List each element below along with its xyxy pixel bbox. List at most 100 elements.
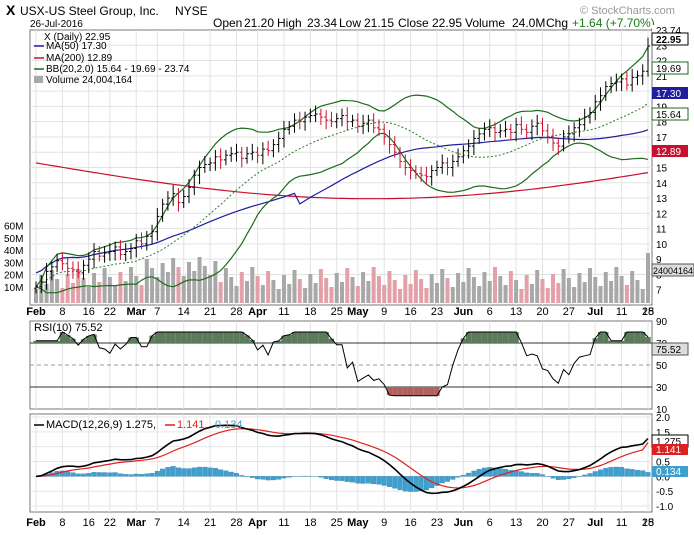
volume-bar xyxy=(487,281,492,303)
price-tick-label: 9 xyxy=(656,255,662,266)
volume-bar xyxy=(260,285,265,303)
ohlc-bar xyxy=(419,166,424,182)
macd-histogram-bar xyxy=(96,472,102,477)
macd-histogram-bar xyxy=(255,476,261,480)
rsi-overbought-fill xyxy=(80,339,87,343)
volume-bar xyxy=(34,289,38,303)
rsi-overbought-fill xyxy=(608,340,614,343)
volume-bar xyxy=(76,269,81,303)
open-value: 21.20 xyxy=(244,16,274,30)
ohlc-bar xyxy=(630,68,635,92)
macd-histogram-bar xyxy=(218,469,224,477)
ohlc-bar xyxy=(577,117,582,137)
x-tick-label-top: Feb xyxy=(26,306,46,318)
macd-histogram-bar xyxy=(70,472,76,477)
volume-tick-label: 40M xyxy=(4,246,23,257)
macd-histogram-bar xyxy=(207,467,213,477)
macd-histogram-bar xyxy=(571,476,577,478)
rsi-overbought-fill xyxy=(281,335,287,343)
ohlc-bar xyxy=(519,116,524,135)
rsi-overbought-fill xyxy=(159,332,166,343)
macd-histogram-bar xyxy=(360,476,366,484)
ohlc-bar xyxy=(171,185,176,206)
x-tick-label-top: 28 xyxy=(230,306,242,318)
volume-bar xyxy=(97,282,102,303)
macd-histogram-bar xyxy=(582,474,588,477)
ohlc-bar xyxy=(598,87,603,111)
rsi-overbought-fill xyxy=(297,332,303,343)
rsi-overbought-fill xyxy=(618,340,625,343)
macd-histogram-bar xyxy=(133,473,139,477)
volume-bar xyxy=(398,289,403,303)
ohlc-bar xyxy=(65,258,70,277)
rsi-overbought-fill xyxy=(186,332,192,343)
ohlc-bar xyxy=(514,117,519,142)
x-tick-label-top: 11 xyxy=(278,306,289,318)
volume-bar xyxy=(308,274,313,303)
ohlc-bar xyxy=(192,169,197,196)
rsi-overbought-fill xyxy=(465,332,472,343)
ohlc-bar xyxy=(97,246,102,262)
x-tick-label-top: Mar xyxy=(126,306,146,318)
ohlc-bar xyxy=(308,108,313,123)
badge-signal: 1.141 xyxy=(652,444,688,456)
ohlc-bar xyxy=(208,157,213,172)
rsi-overbought-fill xyxy=(323,332,329,343)
ohlc-bar xyxy=(566,125,571,144)
macd-histogram-bar xyxy=(249,476,255,478)
badge-ma200: 12.89 xyxy=(652,145,688,158)
macd-histogram-bar xyxy=(165,467,171,477)
x-tick-label: 14 xyxy=(178,517,190,529)
macd-histogram-bar xyxy=(371,476,377,485)
volume-bar xyxy=(60,288,65,303)
ohlc-bar xyxy=(165,191,170,211)
ohlc-bar xyxy=(551,128,556,151)
rsi-overbought-fill xyxy=(149,335,155,343)
volume-bar xyxy=(239,272,244,303)
x-tick-label-top: 16 xyxy=(404,306,416,318)
macd-histogram-bar xyxy=(160,468,166,477)
volume-bar xyxy=(619,276,624,303)
ohlc-bar xyxy=(350,114,355,128)
volume-tick-label: 60M xyxy=(4,222,23,233)
ohlc-bar xyxy=(81,259,86,280)
volume-bar xyxy=(313,283,318,303)
ohlc-bar xyxy=(498,123,503,138)
chg-value: +1.64 (+7.70%) xyxy=(572,16,655,30)
rsi-overbought-fill xyxy=(597,332,604,343)
macd-histogram-bar xyxy=(323,476,329,479)
volume-bar xyxy=(545,288,550,303)
volume-bar xyxy=(202,266,207,303)
macd-histogram-bar xyxy=(386,476,392,487)
volume-bar xyxy=(498,276,503,303)
rsi-oversold-fill xyxy=(429,387,435,396)
macd-legend-hist: 0.134 xyxy=(215,419,243,431)
volume-bar xyxy=(250,267,255,303)
ohlc-bar xyxy=(387,130,392,154)
macd-histogram-bar xyxy=(566,476,572,480)
ohlc-bar xyxy=(345,107,350,131)
rsi-overbought-fill xyxy=(59,332,66,343)
macd-histogram-bar xyxy=(202,466,208,477)
macd-histogram-bar xyxy=(139,474,145,477)
rsi-oversold-fill xyxy=(392,387,398,396)
rsi-overbought-fill xyxy=(70,338,76,343)
rsi-overbought-fill xyxy=(133,337,139,343)
macd-histogram-bar xyxy=(102,472,108,477)
volume-bar xyxy=(361,272,366,303)
volume-bar xyxy=(107,277,112,303)
rsi-overbought-fill xyxy=(212,332,219,343)
macd-histogram-bar xyxy=(460,474,466,477)
ohlc-bar xyxy=(624,72,629,91)
price-tick-label: 13 xyxy=(656,194,668,205)
svg-text:75.52: 75.52 xyxy=(656,345,681,356)
rsi-oversold-fill xyxy=(434,387,440,396)
ma50-line xyxy=(35,129,649,274)
x-tick-label: 18 xyxy=(642,517,654,529)
rsi-overbought-fill xyxy=(502,332,509,343)
x-tick-label: 18 xyxy=(304,517,316,529)
bb-upper-line xyxy=(35,46,649,288)
macd-histogram-bar xyxy=(539,474,545,477)
x-tick-label: 6 xyxy=(487,517,493,529)
